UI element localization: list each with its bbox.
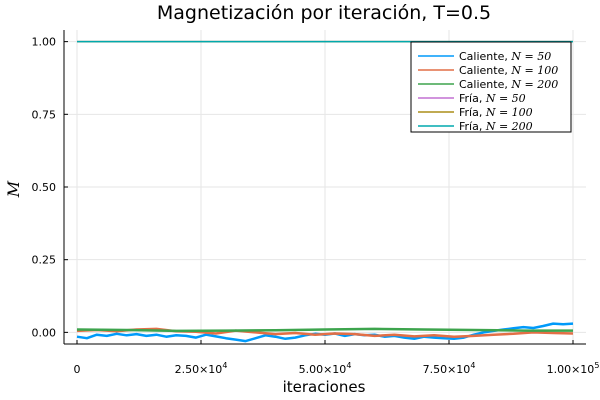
y-tick-label: 0.25 [32,254,57,267]
y-tick-label: 0.50 [32,181,57,194]
chart-title: Magnetización por iteración, T=0.5 [157,2,491,24]
y-tick-labels: 0.00 0.25 0.50 0.75 1.00 [32,36,57,340]
y-axis-label: M [4,180,23,198]
legend-entry: Caliente, N = 50 [459,50,551,63]
y-tick-label: 0.75 [32,108,57,121]
x-tick-label: 0 [74,363,81,376]
axes [63,30,586,345]
legend-entry: Caliente, N = 100 [459,64,558,77]
legend-entry: Fría, N = 50 [459,92,526,105]
x-tick-label: 7.50×104 [423,361,476,376]
legend-entry: Fría, N = 200 [459,120,533,133]
y-tick-label: 1.00 [32,36,57,49]
y-tick-label: 0.00 [32,326,57,339]
x-axis-label: iteraciones [283,378,366,396]
legend-entry: Fría, N = 100 [459,106,533,119]
series-line-3 [76,327,573,333]
legend-entry: Caliente, N = 200 [459,78,558,91]
x-tick-label: 5.00×104 [299,361,352,376]
x-tick-label: 1.00×105 [547,361,600,376]
legend-box [410,41,572,133]
x-tick-label: 2.50×104 [175,361,228,376]
series-line-2 [76,327,574,338]
x-tick-labels: 0 2.50×104 5.00×104 7.50×104 1.00×105 [74,361,600,376]
